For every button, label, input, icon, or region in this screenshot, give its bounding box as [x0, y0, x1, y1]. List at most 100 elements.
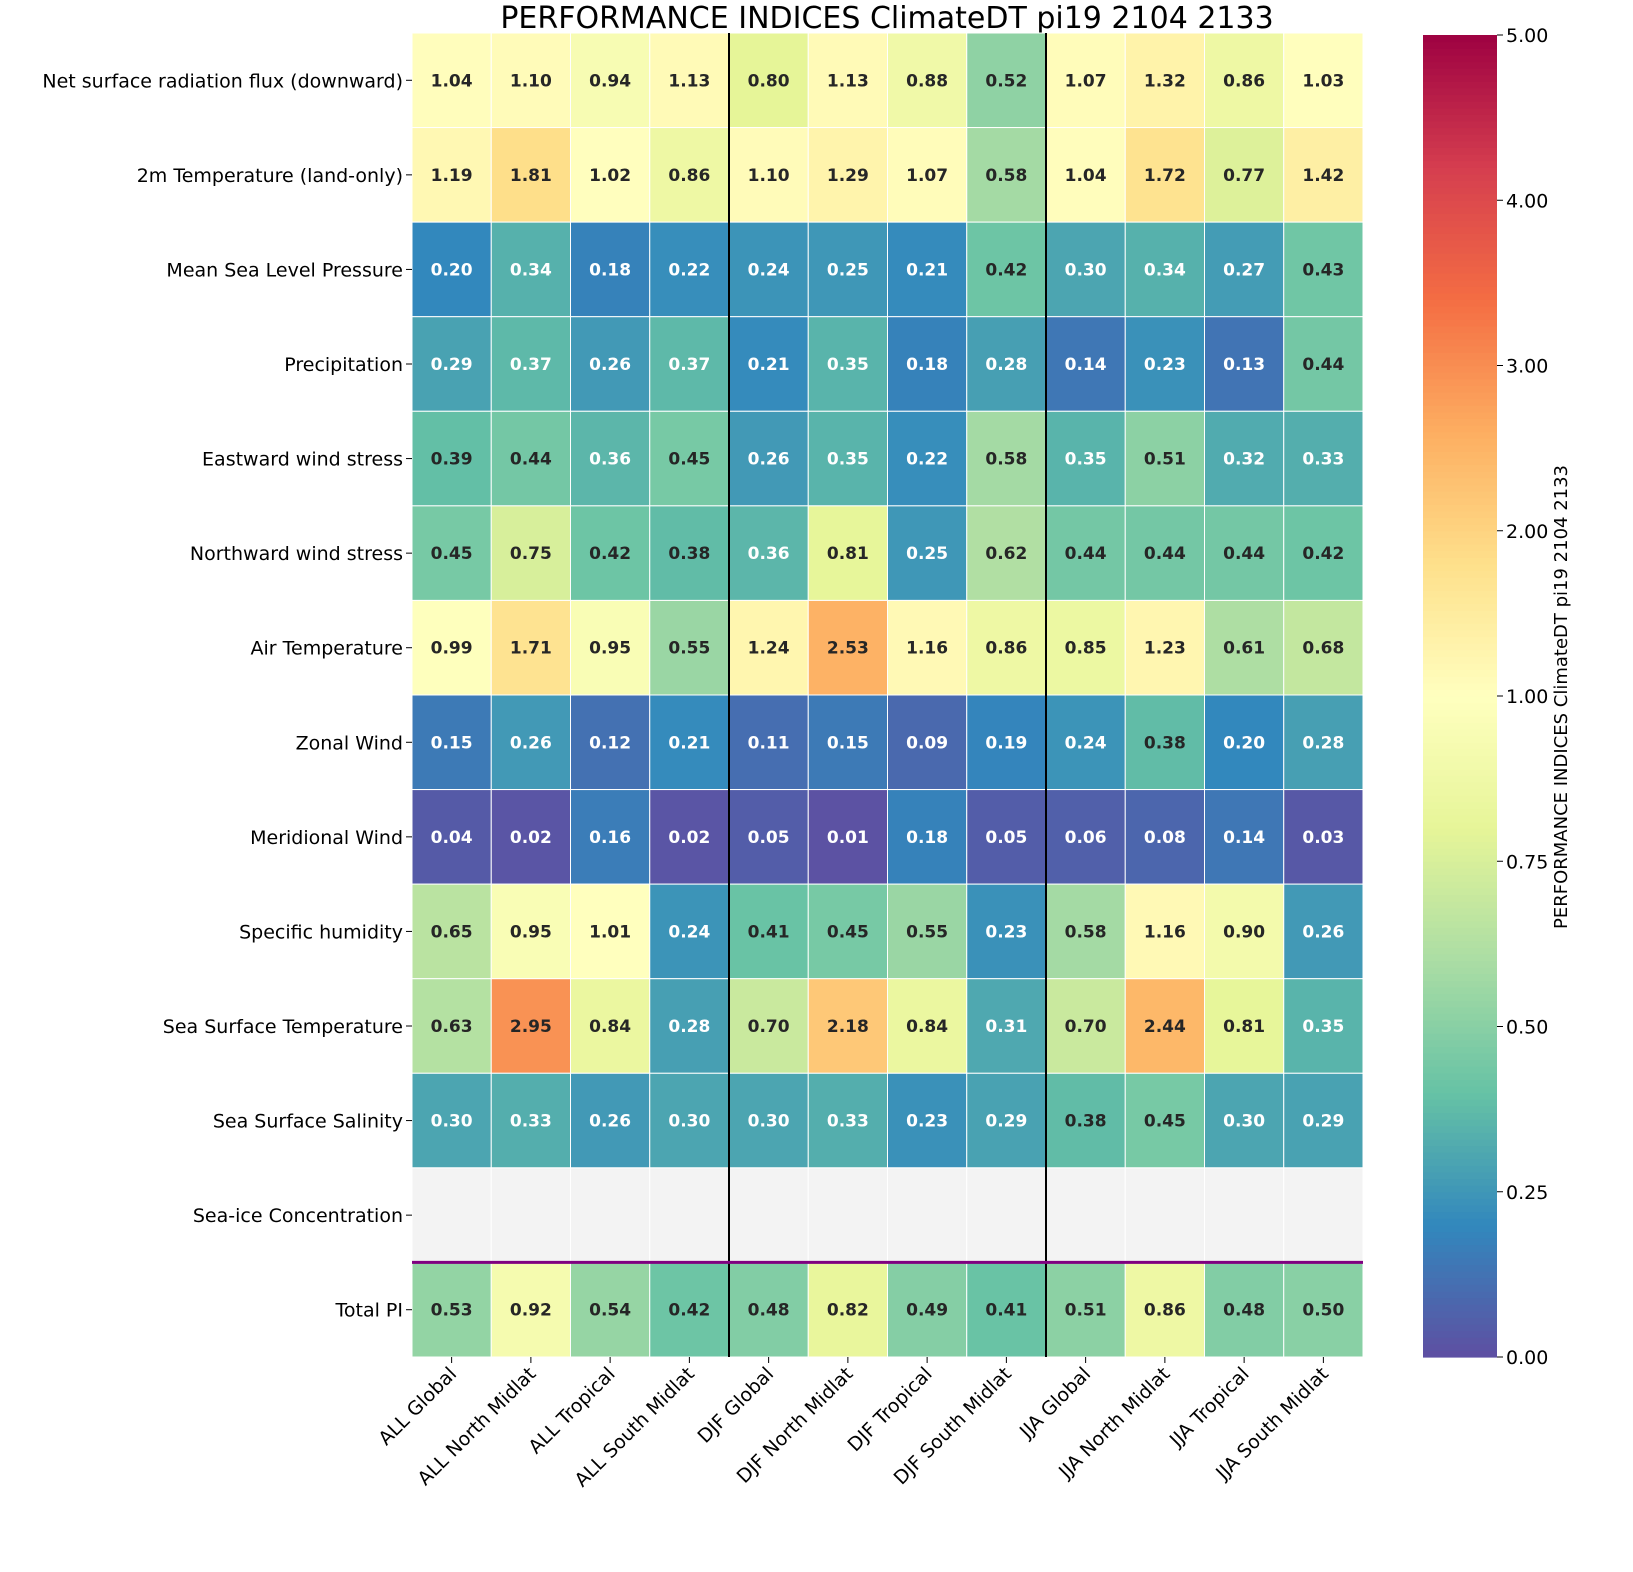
colorbar-segment — [1423, 993, 1497, 1001]
heatmap-cell — [411, 221, 492, 318]
cell-value: 0.21 — [748, 355, 790, 375]
colorbar-segment — [1423, 867, 1497, 876]
colorbar-segment — [1423, 1211, 1497, 1219]
colorbar-segment — [1423, 980, 1497, 988]
colorbar-segment — [1423, 431, 1497, 439]
colorbar-segment — [1423, 814, 1497, 823]
cell-value: 0.33 — [827, 1112, 869, 1132]
cell-value: 0.25 — [906, 544, 948, 564]
cell-value: 1.81 — [510, 166, 552, 186]
cell-value: 1.16 — [1144, 922, 1186, 942]
cell-value: 0.94 — [589, 71, 631, 91]
cell-value: 1.23 — [1144, 639, 1186, 659]
heatmap-cell — [1283, 1167, 1364, 1263]
colorbar-segment — [1423, 570, 1497, 578]
colorbar-segment — [1423, 874, 1497, 882]
heatmap-cell — [411, 32, 492, 129]
colorbar-segment — [1423, 775, 1497, 783]
heatmap-cell — [1124, 1072, 1205, 1169]
heatmap-cell — [1124, 316, 1205, 412]
cell-value: 0.85 — [1065, 639, 1107, 659]
colorbar-segment — [1423, 226, 1497, 234]
colorbar-segment — [1423, 861, 1497, 869]
colorbar-segment — [1423, 1297, 1497, 1305]
colorbar-segment — [1423, 497, 1497, 505]
colorbar-segment — [1423, 345, 1497, 353]
colorbar-segment — [1423, 537, 1497, 545]
y-tick-label: 2m Temperature (land-only) — [137, 165, 403, 187]
heatmap-cell — [570, 1167, 651, 1263]
colorbar-segment — [1423, 610, 1497, 618]
cell-value: 0.30 — [668, 1112, 710, 1132]
colorbar-segment — [1423, 385, 1497, 393]
cell-value: 1.04 — [431, 71, 473, 91]
heatmap-cell — [1283, 883, 1364, 980]
cell-value: 1.10 — [748, 166, 790, 186]
colorbar-segment — [1423, 1251, 1497, 1259]
heatmap-cell — [1283, 1072, 1364, 1169]
colorbar-segment — [1423, 319, 1497, 327]
colorbar-segment — [1423, 603, 1497, 611]
cell-value: 1.71 — [510, 639, 552, 659]
cell-value: 0.16 — [589, 828, 631, 848]
colorbar-segment — [1423, 1343, 1497, 1351]
heatmap-cell — [490, 32, 571, 129]
cell-value: 0.35 — [827, 450, 869, 470]
colorbar-segment — [1423, 596, 1497, 605]
cell-value: 2.44 — [1144, 1017, 1186, 1037]
cell-value: 0.36 — [589, 450, 631, 470]
cell-value: 0.50 — [1302, 1301, 1344, 1321]
heatmap-cell — [570, 978, 651, 1074]
colorbar-segment — [1423, 411, 1497, 419]
cell-value: 1.42 — [1302, 166, 1344, 186]
colorbar-segment — [1423, 220, 1497, 228]
heatmap-cell — [1283, 316, 1364, 412]
cell-value: 0.63 — [431, 1017, 473, 1037]
cell-value: 0.12 — [589, 733, 631, 753]
colorbar-segment — [1423, 986, 1497, 995]
heatmap-cell — [411, 1167, 492, 1263]
cell-value: 0.41 — [985, 1301, 1027, 1321]
heatmap-cell — [1283, 32, 1364, 129]
heatmap-cell — [1283, 694, 1364, 791]
heatmap-cell — [1204, 694, 1285, 791]
cell-value: 0.52 — [985, 71, 1027, 91]
heatmap-cell — [887, 599, 968, 696]
colorbar-segment — [1423, 114, 1497, 122]
colorbar-segment — [1423, 74, 1497, 82]
cell-value: 0.44 — [1065, 544, 1107, 564]
cell-value: 0.23 — [1144, 355, 1186, 375]
heatmap-cell — [887, 978, 968, 1074]
colorbar-segment — [1423, 253, 1497, 261]
cell-value: 0.31 — [985, 1017, 1027, 1037]
cell-value: 0.26 — [510, 733, 552, 753]
colorbar-segment — [1423, 722, 1497, 730]
colorbar-segment — [1423, 1105, 1497, 1114]
cell-value: 0.49 — [906, 1301, 948, 1321]
colorbar-segment — [1423, 801, 1497, 809]
colorbar-segment — [1423, 1317, 1497, 1325]
heatmap-cell — [1124, 1167, 1205, 1263]
cell-value: 0.26 — [1302, 922, 1344, 942]
colorbar-segment — [1423, 1112, 1497, 1120]
y-tick-label: Precipitation — [284, 354, 403, 376]
colorbar-segment — [1423, 517, 1497, 525]
colorbar-segment — [1423, 87, 1497, 96]
heatmap-cell — [1283, 505, 1364, 601]
heatmap-cell — [1283, 789, 1364, 885]
colorbar-segment — [1423, 1145, 1497, 1153]
cell-value: 0.18 — [906, 355, 948, 375]
cell-value: 0.03 — [1302, 828, 1344, 848]
cell-value: 1.03 — [1302, 71, 1344, 91]
colorbar-segment — [1423, 702, 1497, 710]
colorbar-segment — [1423, 451, 1497, 459]
heatmap-cell — [570, 316, 651, 412]
colorbar-tick-label: 0.50 — [1506, 1017, 1548, 1039]
colorbar-segment — [1423, 81, 1497, 89]
colorbar-segment — [1423, 768, 1497, 776]
heatmap-cell — [1124, 978, 1205, 1074]
heatmap-cell — [411, 1261, 492, 1358]
heatmap-cell — [966, 505, 1047, 601]
heatmap-cell — [490, 1167, 571, 1263]
cell-value: 0.86 — [668, 166, 710, 186]
